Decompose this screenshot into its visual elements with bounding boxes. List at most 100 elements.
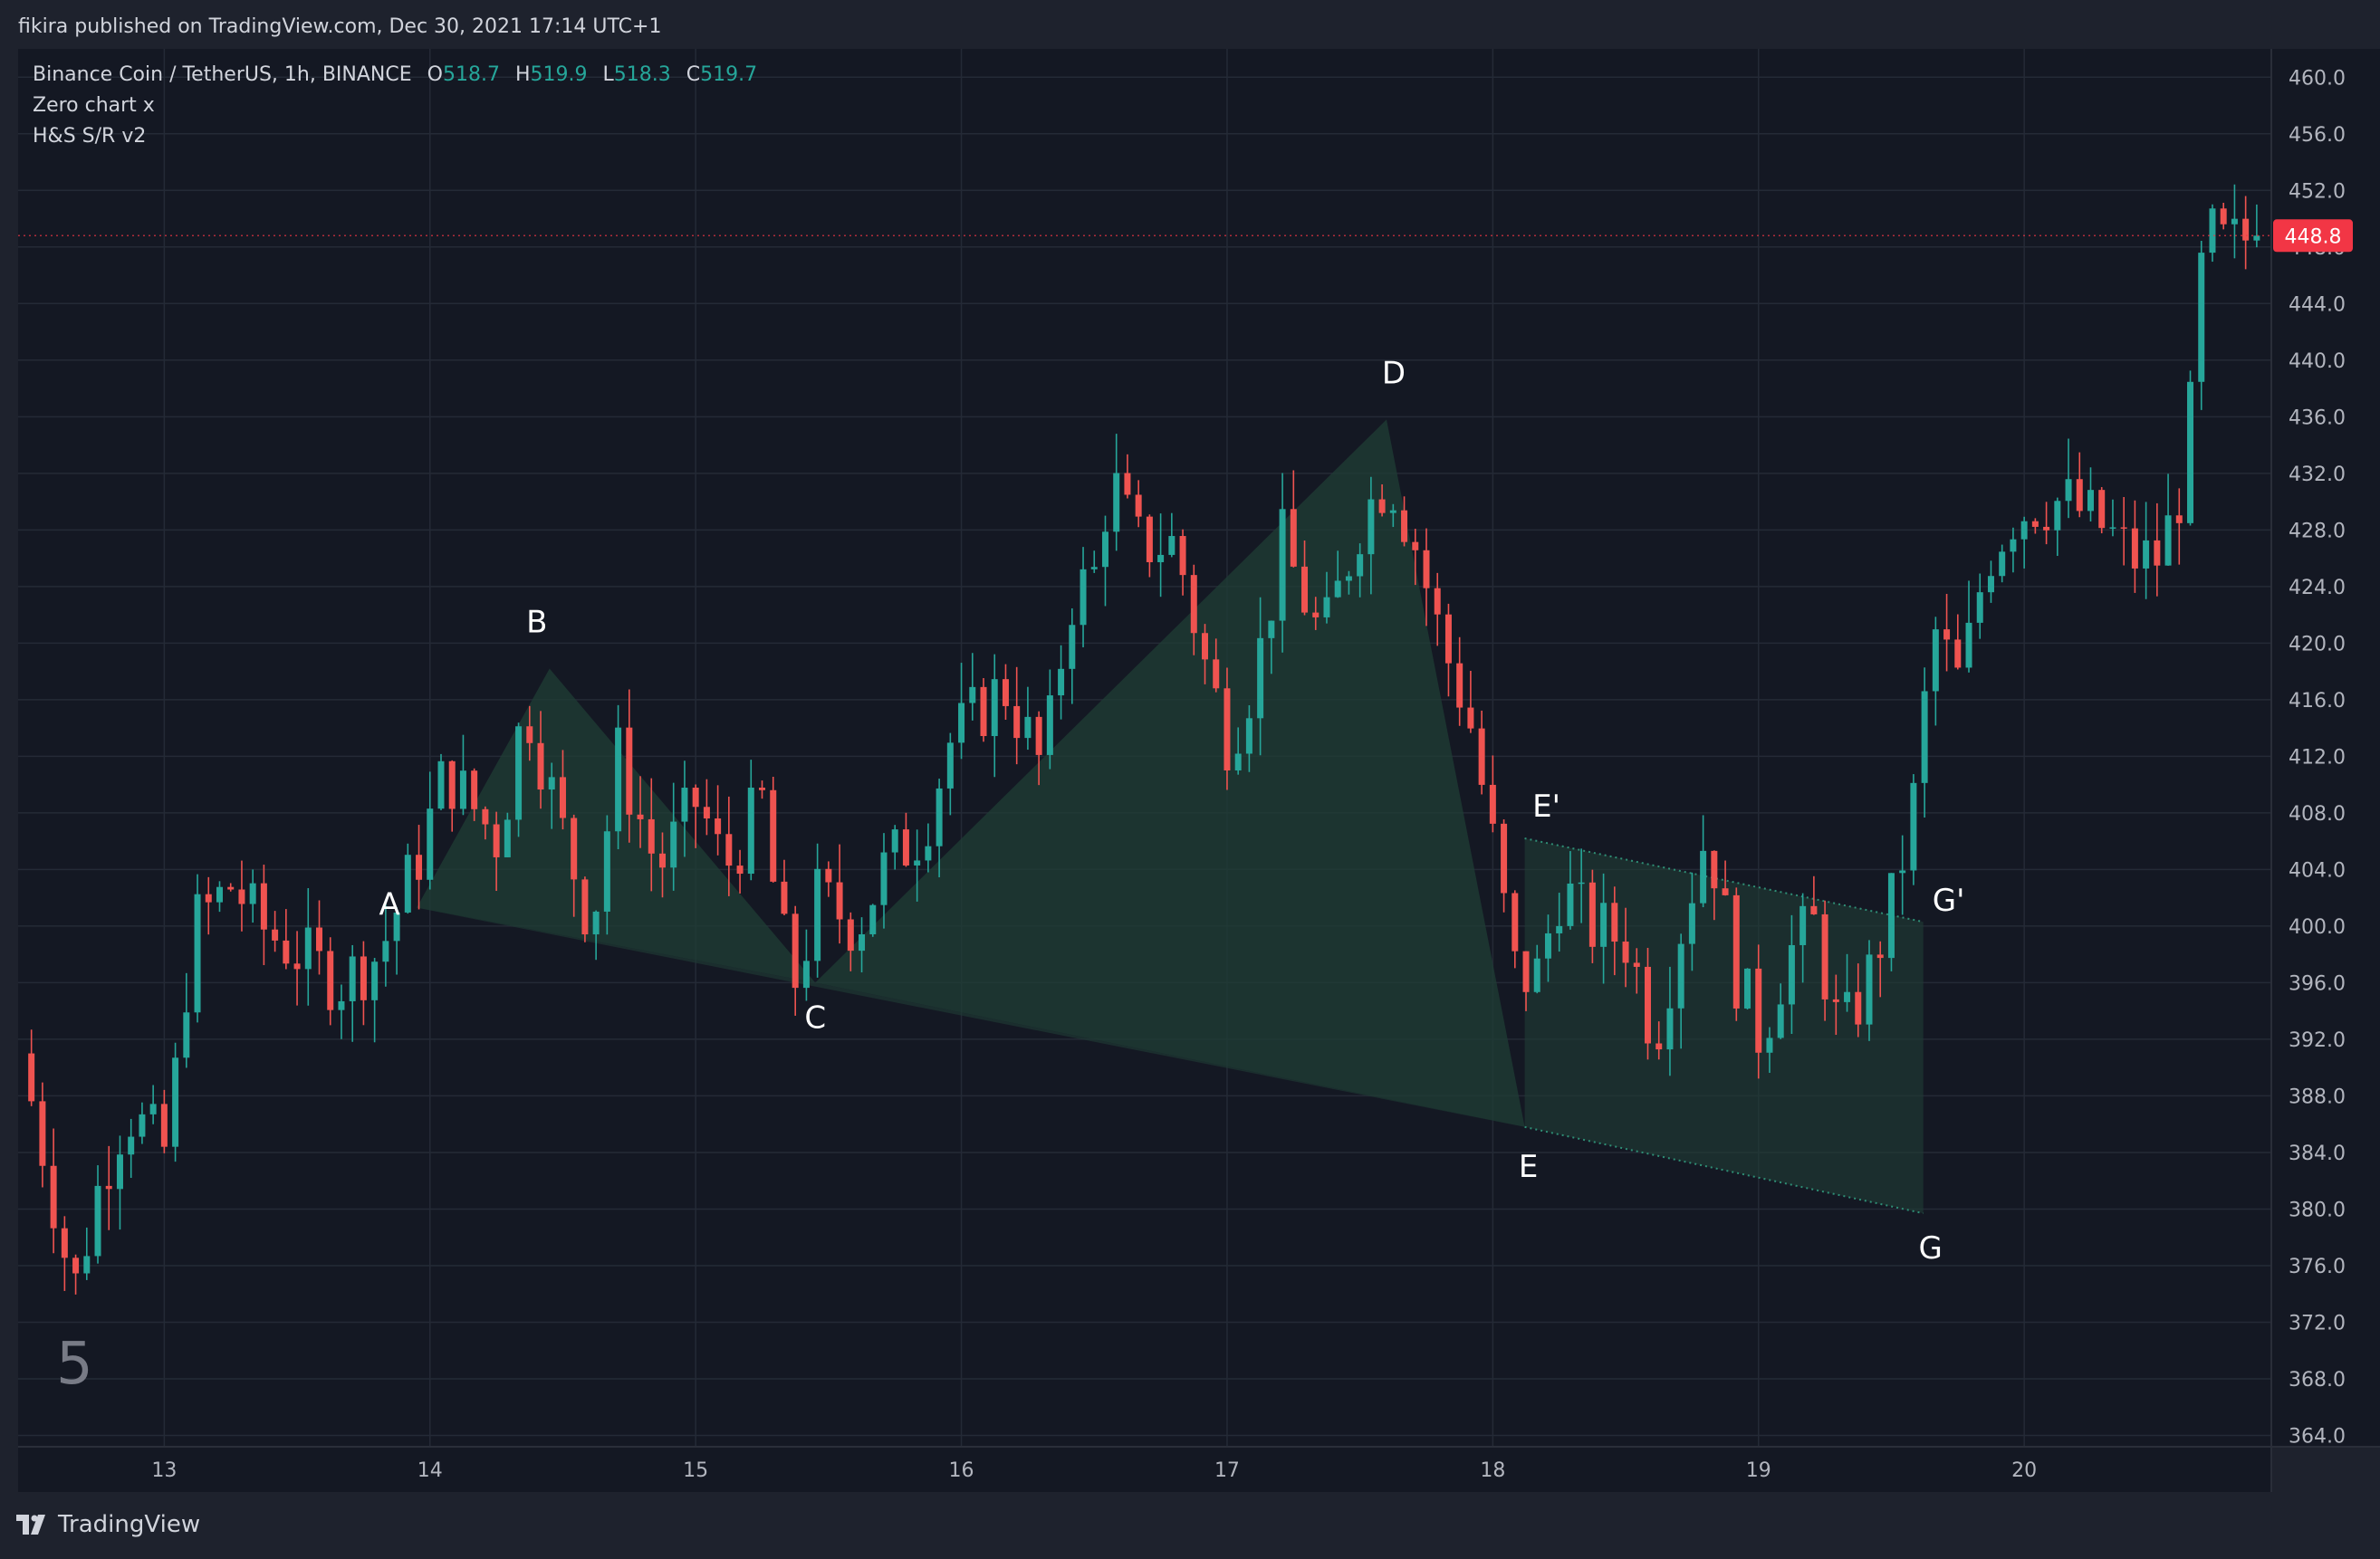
- candle-body: [2253, 235, 2260, 241]
- candle-body: [349, 956, 356, 1001]
- candle-body: [1013, 705, 1021, 739]
- candle-body: [1644, 966, 1651, 1044]
- candle-body: [2209, 208, 2216, 253]
- candle-body: [1954, 639, 1962, 668]
- candle-body: [1799, 905, 1807, 945]
- pattern-neckline-zone: [417, 907, 1525, 1127]
- candle-body: [1810, 905, 1818, 914]
- candle-body: [537, 742, 544, 790]
- candle-body: [1401, 510, 1408, 542]
- candle-body: [149, 1104, 157, 1114]
- candle-body: [1777, 1004, 1784, 1038]
- candle-body: [1666, 1008, 1674, 1050]
- candle-body: [2120, 527, 2127, 529]
- candle-body: [1378, 499, 1386, 513]
- candle-body: [2143, 540, 2150, 569]
- candle-body: [360, 956, 367, 1000]
- pattern-point-label: E: [1519, 1149, 1538, 1185]
- candle-body: [1700, 850, 1707, 904]
- candle-body: [437, 760, 445, 809]
- candle-body: [670, 821, 677, 868]
- candle-body: [1024, 716, 1032, 739]
- candle-body: [980, 686, 987, 737]
- last-price-box: [2273, 219, 2353, 253]
- candle-body: [1533, 958, 1540, 992]
- candle-body: [1899, 870, 1906, 874]
- candle-body: [1179, 536, 1186, 576]
- candle-body: [658, 853, 666, 868]
- candle-body: [2031, 521, 2039, 527]
- candle-body: [1866, 954, 1873, 1025]
- candle-body: [1522, 951, 1530, 992]
- candle-body: [1224, 688, 1231, 770]
- candle-body: [1301, 566, 1309, 613]
- candle-body: [1434, 588, 1441, 615]
- candle-body: [1556, 925, 1563, 933]
- candle-body: [1146, 516, 1153, 562]
- candle-body: [105, 1185, 112, 1190]
- candle-body: [880, 852, 888, 905]
- candle-body: [471, 770, 478, 809]
- candle-body: [814, 868, 821, 961]
- candle-body: [227, 886, 235, 890]
- candle-body: [725, 834, 733, 866]
- publish-header: fikira published on TradingView.com, Dec…: [0, 0, 2380, 49]
- candle-body: [1999, 551, 2006, 577]
- candle-body: [61, 1228, 68, 1258]
- candle-body: [160, 1104, 168, 1147]
- candle-body: [526, 726, 533, 743]
- candle-body: [39, 1101, 46, 1166]
- indicator-hs-sr[interactable]: H&S S/R v2: [33, 125, 147, 148]
- candle-body: [1090, 567, 1098, 569]
- candle-body: [692, 788, 699, 808]
- candle-body: [116, 1154, 123, 1190]
- high-label: H: [514, 63, 531, 86]
- candle-body: [205, 894, 212, 903]
- legend-symbol-row[interactable]: Binance Coin / TetherUS, 1h, BINANCE O 51…: [33, 60, 757, 91]
- candle-body: [1478, 728, 1485, 785]
- candle-body: [94, 1185, 101, 1257]
- candle-body: [1290, 509, 1297, 567]
- candle-body: [637, 814, 644, 819]
- candle-body: [493, 824, 500, 857]
- price-axis[interactable]: [2271, 49, 2380, 1447]
- price-tick-label: 416.0: [2289, 690, 2346, 713]
- time-tick-label: 17: [1214, 1459, 1240, 1482]
- candle-body: [249, 883, 256, 904]
- candle-body: [1711, 850, 1718, 889]
- candle-body: [1677, 943, 1684, 1009]
- brand-name: TradingView: [58, 1511, 201, 1538]
- candle-body: [1976, 592, 1983, 623]
- candle-body: [1157, 554, 1165, 562]
- footer-brand[interactable]: TradingView: [16, 1506, 200, 1543]
- symbol-name[interactable]: Binance Coin / TetherUS, 1h, BINANCE: [33, 63, 412, 86]
- price-tick-label: 440.0: [2289, 350, 2346, 373]
- time-axis[interactable]: [18, 1447, 2271, 1492]
- candle-body: [1755, 968, 1762, 1053]
- chart-legend[interactable]: Binance Coin / TetherUS, 1h, BINANCE O 51…: [33, 60, 757, 152]
- price-tick-label: 428.0: [2289, 520, 2346, 542]
- pattern-point-label: G': [1933, 883, 1965, 919]
- candle-body: [1511, 893, 1519, 952]
- price-tick-label: 408.0: [2289, 803, 2346, 826]
- candle-body: [382, 941, 389, 962]
- tradingview-logo-icon: [16, 1515, 51, 1535]
- candle-body: [371, 961, 379, 1000]
- candle-body: [272, 929, 279, 941]
- indicator-zero-chart[interactable]: Zero chart x: [33, 94, 155, 117]
- candle-body: [1135, 494, 1142, 517]
- low-value: 518.3: [613, 63, 671, 86]
- open-label: O: [427, 63, 443, 86]
- candle-body: [2175, 515, 2183, 523]
- candle-body: [482, 808, 489, 825]
- price-tick-label: 388.0: [2289, 1086, 2346, 1108]
- time-tick-label: 20: [2011, 1459, 2037, 1482]
- candle-body: [83, 1256, 91, 1274]
- candle-body: [571, 818, 578, 880]
- candle-body: [1600, 903, 1607, 947]
- candle-body: [770, 789, 777, 882]
- price-tick-label: 420.0: [2289, 633, 2346, 655]
- pattern-point-label: C: [804, 999, 826, 1036]
- candle-body: [1124, 473, 1131, 495]
